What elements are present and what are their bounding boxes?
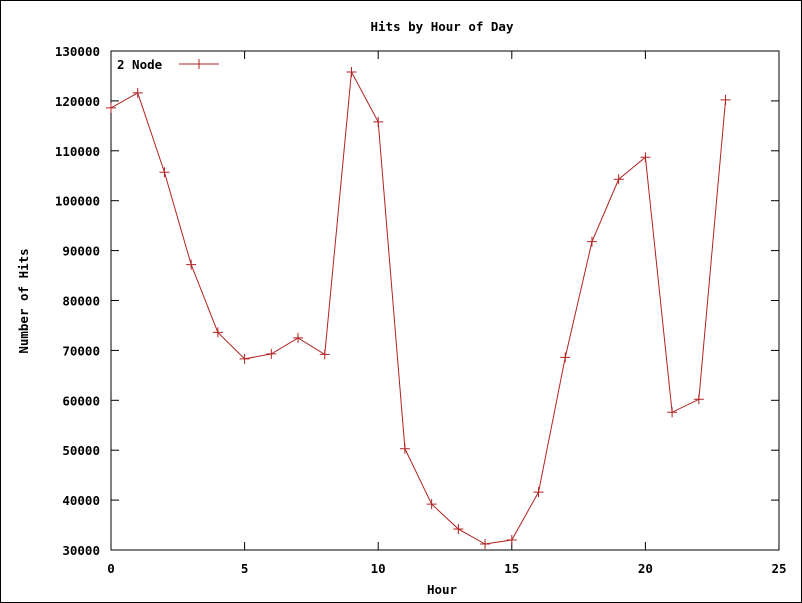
y-tick-label: 40000 xyxy=(62,493,100,508)
data-point-marker xyxy=(640,152,651,163)
y-axis: 30000 40000 50000 60000 70000 80000 90000 10000… xyxy=(55,44,779,558)
y-tick-label: 90000 xyxy=(62,244,100,259)
data-point-marker xyxy=(346,66,357,77)
x-tick-label: 0 xyxy=(107,561,115,576)
y-tick-label: 110000 xyxy=(55,144,100,159)
data-point-marker xyxy=(693,394,704,405)
legend-marker xyxy=(194,59,204,69)
data-point-marker xyxy=(266,348,277,359)
x-axis-label: Hour xyxy=(427,582,458,597)
series-layer xyxy=(106,66,731,550)
y-axis-label: Number of Hits xyxy=(16,248,31,353)
data-point-marker xyxy=(399,443,410,454)
data-point-marker xyxy=(373,116,384,127)
y-tick-label: 120000 xyxy=(55,94,100,109)
data-point-marker xyxy=(132,87,143,98)
chart-title: Hits by Hour of Day xyxy=(371,19,514,34)
data-point-marker xyxy=(720,94,731,105)
y-tick-label: 30000 xyxy=(62,543,100,558)
y-tick-label: 50000 xyxy=(62,443,100,458)
y-tick-label: 130000 xyxy=(55,44,100,59)
y-tick-label: 100000 xyxy=(55,194,100,209)
x-tick-label: 5 xyxy=(241,561,249,576)
x-axis: 0 5 10 15 20 25 xyxy=(107,51,787,576)
x-tick-label: 10 xyxy=(371,561,386,576)
plot-area-border xyxy=(110,50,780,551)
data-point-marker xyxy=(453,524,464,535)
x-tick-label: 15 xyxy=(504,561,519,576)
y-tick-label: 60000 xyxy=(62,393,100,408)
data-point-marker xyxy=(480,539,491,550)
data-point-marker xyxy=(159,167,170,178)
data-point-marker xyxy=(613,174,624,185)
y-tick-label: 80000 xyxy=(62,294,100,309)
data-point-marker xyxy=(667,407,678,418)
data-point-marker xyxy=(560,352,571,363)
data-point-marker xyxy=(506,535,517,546)
data-point-marker xyxy=(293,332,304,343)
y-tick-label: 70000 xyxy=(62,343,100,358)
data-point-marker xyxy=(239,353,250,364)
legend: 2 Node xyxy=(117,57,219,72)
x-tick-label: 20 xyxy=(638,561,653,576)
x-tick-label: 25 xyxy=(771,561,786,576)
data-point-marker xyxy=(186,259,197,270)
data-point-marker xyxy=(106,102,116,113)
data-point-marker xyxy=(586,236,597,247)
series-line xyxy=(110,70,727,545)
legend-label: 2 Node xyxy=(117,57,163,72)
data-point-marker xyxy=(319,349,330,360)
data-point-marker xyxy=(533,487,544,498)
data-point-marker xyxy=(426,499,437,510)
data-point-marker xyxy=(212,327,223,338)
